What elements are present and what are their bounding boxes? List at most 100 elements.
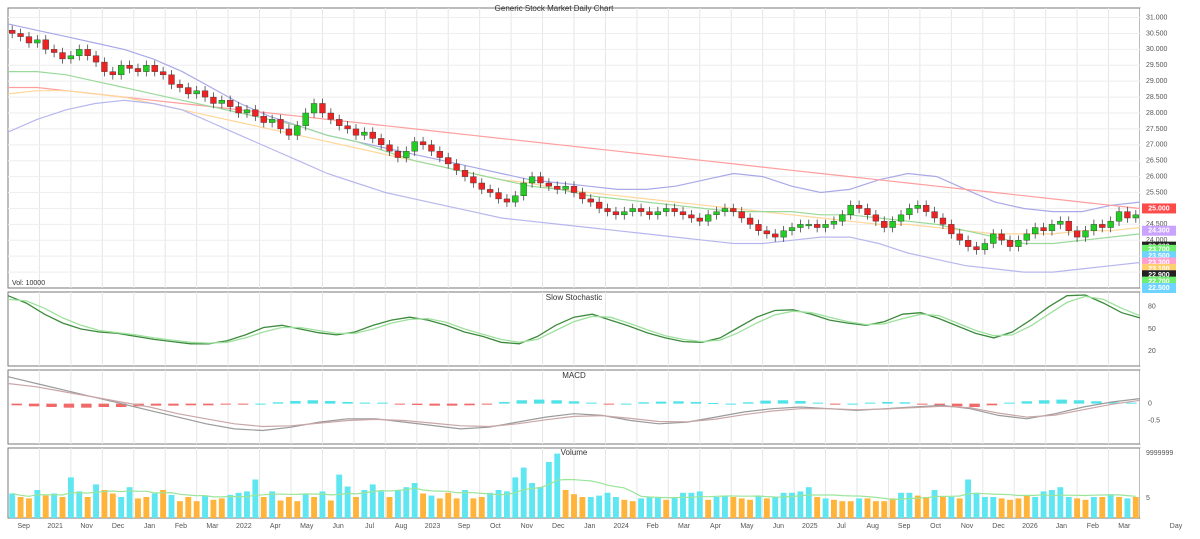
macd-hist-bar — [481, 403, 493, 405]
volume-bar — [1099, 497, 1106, 518]
candle-up — [721, 208, 729, 212]
candle-up — [1090, 224, 1098, 231]
volume-bar — [436, 498, 443, 518]
volume-bar — [185, 497, 192, 518]
candle-down — [445, 157, 452, 165]
x-tick-label: May — [300, 523, 314, 530]
osc-value-label: 50 — [1148, 326, 1156, 333]
candle-up — [788, 227, 796, 231]
macd-hist-bar — [551, 400, 562, 404]
candle-up — [1048, 224, 1056, 231]
x-tick-label: Dec — [992, 523, 1005, 530]
x-tick-label: 2024 — [613, 523, 629, 530]
x-tick-label: Feb — [1087, 523, 1099, 530]
x-tick-label: Apr — [270, 523, 282, 530]
candle-up — [990, 233, 997, 244]
volume-bar — [512, 477, 519, 518]
candle-down — [1073, 230, 1081, 238]
volume-bar — [386, 497, 393, 518]
volume-bar — [151, 493, 158, 518]
y-tick-label: 29.000 — [1146, 78, 1168, 85]
candle-down — [671, 208, 678, 212]
ma-line-1 — [8, 86, 1141, 210]
candle-down — [772, 233, 779, 238]
macd-hist-bar — [899, 402, 911, 404]
volume-bar — [67, 477, 74, 518]
macd-hist-bar — [795, 400, 806, 404]
volume-bar — [923, 497, 930, 518]
price-label-box — [1142, 263, 1176, 274]
volume-bar — [202, 495, 208, 518]
signal-line — [7, 382, 1141, 428]
osc-title: Slow Stochastic — [546, 293, 602, 302]
volume-bar — [26, 498, 32, 518]
x-tick-label: Dec — [552, 523, 565, 530]
x-tick-label: Nov — [521, 523, 534, 530]
volume-bar — [1124, 498, 1131, 518]
volume-bar — [990, 497, 997, 518]
candle-down — [814, 224, 821, 228]
volume-bar — [1007, 499, 1013, 518]
macd-hist-bar — [290, 400, 301, 404]
macd-hist-bar — [655, 401, 667, 404]
volume-bar — [9, 493, 16, 518]
macd-hist-bar — [324, 400, 336, 404]
price-label: 25.000 — [1148, 205, 1170, 212]
candle-up — [797, 224, 804, 228]
candle-down — [369, 131, 376, 139]
volume-bar — [629, 501, 636, 518]
candle-down — [9, 30, 16, 34]
price-label: 24.300 — [1148, 228, 1170, 235]
macd-hist-bar — [429, 403, 440, 406]
candle-up — [67, 55, 75, 60]
volume-bar — [311, 497, 317, 518]
macd-title: MACD — [562, 371, 586, 380]
candle-up — [403, 150, 410, 158]
volume-bar — [411, 483, 418, 518]
volume-bar — [336, 474, 343, 518]
candle-up — [294, 125, 301, 136]
volume-bar — [462, 490, 468, 518]
volume-bar — [428, 495, 435, 518]
candle-down — [881, 220, 888, 228]
volume-bar — [747, 499, 754, 518]
candle-down — [545, 182, 552, 187]
x-tick-label: Feb — [175, 523, 187, 530]
x-tick-label: Oct — [490, 523, 501, 530]
candle-up — [268, 119, 276, 123]
candle-down — [738, 211, 745, 219]
macd-hist-bar — [1038, 400, 1050, 404]
volume-bar — [520, 467, 527, 518]
volume-bar — [789, 492, 795, 518]
macd-hist-bar — [690, 401, 702, 404]
macd-hist-bar — [533, 399, 545, 404]
y-tick-label: 29.500 — [1146, 62, 1168, 69]
x-tick-label: Jan — [584, 523, 595, 530]
candle-down — [487, 189, 494, 193]
macd-hist-bar — [760, 400, 771, 404]
candle-down — [679, 211, 687, 216]
x-tick-label: Sep — [17, 523, 30, 530]
x-tick-label: 2022 — [236, 523, 252, 530]
volume-bar — [956, 498, 963, 518]
volume-bar — [126, 487, 133, 518]
candle-up — [361, 131, 368, 136]
volume-bar — [42, 495, 49, 518]
candle-down — [260, 115, 267, 123]
macd-hist-bar — [708, 402, 719, 404]
macd-hist-bar — [934, 403, 945, 406]
candle-down — [201, 90, 209, 98]
candle-down — [746, 217, 754, 225]
volume-bar — [1049, 490, 1055, 518]
candle-down — [478, 182, 485, 190]
volume-bar — [160, 490, 167, 518]
volume-bar — [369, 484, 376, 518]
candle-down — [352, 128, 360, 136]
candle-down — [956, 233, 963, 241]
macd-hist-bar — [168, 403, 179, 406]
volume-bar — [1023, 495, 1030, 518]
volume-bar — [1074, 498, 1081, 518]
macd-hist-bar — [81, 403, 92, 408]
volume-bar — [646, 497, 653, 518]
